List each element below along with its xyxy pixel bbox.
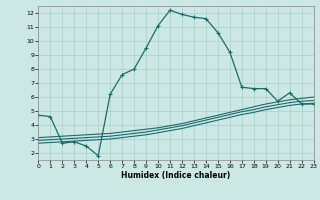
X-axis label: Humidex (Indice chaleur): Humidex (Indice chaleur): [121, 171, 231, 180]
